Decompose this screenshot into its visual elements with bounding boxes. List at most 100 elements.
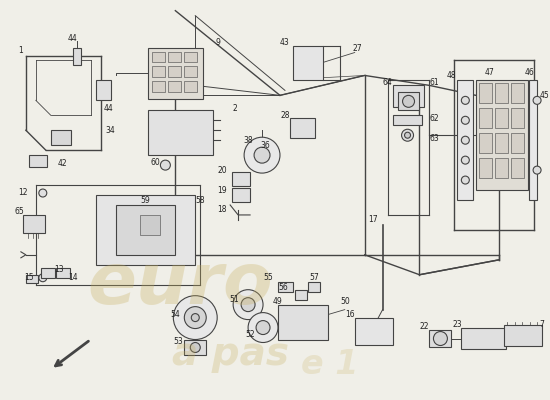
- Text: e 1: e 1: [301, 348, 359, 381]
- Bar: [56, 268, 70, 278]
- Text: 27: 27: [353, 44, 362, 53]
- Text: 50: 50: [340, 297, 350, 306]
- Text: euro: euro: [87, 250, 273, 319]
- Text: 62: 62: [430, 114, 439, 123]
- Bar: [458, 80, 474, 200]
- Text: 36: 36: [260, 141, 270, 150]
- Bar: [184, 66, 197, 78]
- Bar: [184, 82, 197, 92]
- Text: a pas: a pas: [172, 336, 289, 374]
- Bar: [430, 330, 452, 348]
- Text: 51: 51: [229, 295, 239, 304]
- Circle shape: [161, 160, 170, 170]
- Bar: [479, 108, 492, 128]
- Text: 58: 58: [195, 196, 205, 204]
- Text: 34: 34: [106, 126, 116, 135]
- Bar: [29, 155, 47, 167]
- Circle shape: [461, 136, 469, 144]
- Circle shape: [248, 313, 278, 342]
- Text: 60: 60: [151, 158, 160, 167]
- Bar: [232, 188, 250, 202]
- Text: 59: 59: [141, 196, 150, 204]
- Circle shape: [244, 137, 280, 173]
- Bar: [495, 84, 508, 103]
- Circle shape: [461, 116, 469, 124]
- Bar: [26, 275, 38, 283]
- Circle shape: [39, 274, 47, 282]
- Bar: [479, 133, 492, 153]
- Text: 13: 13: [54, 265, 64, 274]
- Bar: [232, 172, 250, 186]
- Bar: [504, 324, 542, 346]
- Bar: [152, 66, 166, 78]
- Bar: [293, 46, 323, 80]
- Text: 22: 22: [420, 322, 429, 331]
- Circle shape: [402, 129, 414, 141]
- Bar: [393, 115, 422, 125]
- Circle shape: [233, 290, 263, 320]
- Bar: [168, 66, 182, 78]
- Circle shape: [173, 296, 217, 340]
- Text: 64: 64: [383, 78, 393, 87]
- Text: 23: 23: [453, 320, 462, 329]
- Bar: [461, 328, 506, 350]
- Circle shape: [191, 314, 199, 322]
- Bar: [511, 133, 524, 153]
- Bar: [511, 158, 524, 178]
- Text: 14: 14: [68, 273, 78, 282]
- Circle shape: [241, 298, 255, 312]
- Text: 19: 19: [217, 186, 227, 194]
- Text: 63: 63: [430, 134, 439, 143]
- Text: 18: 18: [217, 206, 227, 214]
- Bar: [511, 108, 524, 128]
- Text: 9: 9: [216, 38, 221, 47]
- Bar: [184, 340, 206, 356]
- Circle shape: [461, 96, 469, 104]
- Circle shape: [190, 342, 200, 352]
- Text: 28: 28: [280, 111, 290, 120]
- Bar: [495, 108, 508, 128]
- Bar: [140, 215, 161, 235]
- Circle shape: [39, 189, 47, 197]
- Text: 47: 47: [485, 68, 494, 77]
- Text: 54: 54: [170, 310, 180, 319]
- Bar: [73, 48, 81, 66]
- Circle shape: [533, 96, 541, 104]
- Circle shape: [433, 332, 447, 346]
- Text: 61: 61: [430, 78, 439, 87]
- Bar: [148, 48, 204, 99]
- Circle shape: [256, 320, 270, 334]
- Text: 45: 45: [539, 91, 549, 100]
- Bar: [398, 92, 420, 110]
- Text: 65: 65: [14, 208, 24, 216]
- Text: 17: 17: [368, 216, 377, 224]
- Circle shape: [254, 147, 270, 163]
- Text: 52: 52: [245, 330, 255, 339]
- Text: 2: 2: [233, 104, 238, 113]
- Bar: [116, 205, 175, 255]
- Text: 44: 44: [68, 34, 78, 43]
- Bar: [290, 118, 315, 138]
- Text: 42: 42: [58, 159, 68, 168]
- Bar: [495, 158, 508, 178]
- Bar: [96, 80, 111, 100]
- Text: 46: 46: [524, 68, 534, 77]
- Bar: [495, 133, 508, 153]
- Bar: [51, 130, 71, 145]
- Bar: [529, 80, 537, 200]
- Text: 20: 20: [217, 166, 227, 175]
- Text: 38: 38: [243, 136, 253, 145]
- Bar: [148, 110, 213, 155]
- Bar: [308, 282, 320, 292]
- Bar: [184, 52, 197, 62]
- Text: 53: 53: [173, 337, 183, 346]
- Bar: [476, 80, 528, 190]
- Bar: [479, 158, 492, 178]
- Bar: [278, 305, 328, 340]
- Bar: [511, 84, 524, 103]
- Text: 43: 43: [280, 38, 290, 47]
- Bar: [393, 85, 425, 107]
- Bar: [168, 82, 182, 92]
- Circle shape: [403, 95, 415, 107]
- Text: 57: 57: [309, 273, 319, 282]
